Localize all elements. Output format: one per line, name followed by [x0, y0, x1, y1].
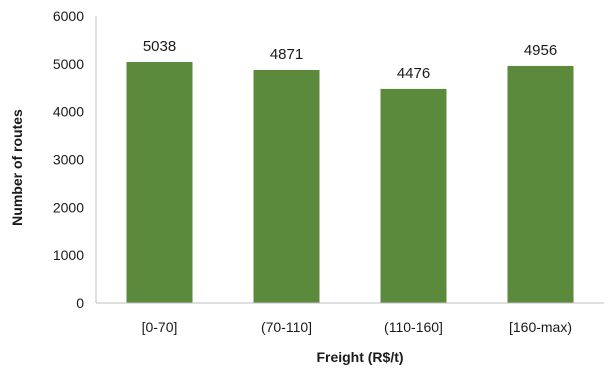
y-tick-label: 6000 [53, 8, 84, 24]
y-axis-title: Number of routes [9, 109, 25, 226]
y-tick-label: 5000 [53, 56, 84, 72]
bar-series [126, 62, 574, 303]
x-axis-title: Freight (R$/t) [316, 349, 403, 365]
data-label: 4476 [397, 65, 430, 82]
data-label: 5038 [143, 38, 176, 55]
y-tick-label: 1000 [53, 247, 84, 263]
y-tick-label: 4000 [53, 104, 84, 120]
x-axis-tick-labels: [0-70] (70-110] (110-160] [160-max) [142, 319, 572, 335]
x-tick-label: (70-110] [261, 319, 312, 335]
bar [380, 88, 447, 303]
data-label: 4956 [524, 42, 557, 59]
x-tick-label: [0-70] [142, 319, 178, 335]
y-tick-label: 3000 [53, 152, 84, 168]
data-label: 4871 [270, 46, 303, 63]
bar [253, 70, 320, 303]
data-labels: 5038 4871 4476 4956 [143, 38, 557, 82]
bar [126, 62, 193, 303]
y-axis-tick-labels: 0 1000 2000 3000 4000 5000 6000 [53, 8, 84, 311]
x-tick-label: (110-160] [384, 319, 443, 335]
bar [507, 65, 574, 303]
x-tick-label: [160-max) [509, 319, 572, 335]
y-tick-label: 0 [76, 295, 84, 311]
y-tick-label: 2000 [53, 199, 84, 215]
